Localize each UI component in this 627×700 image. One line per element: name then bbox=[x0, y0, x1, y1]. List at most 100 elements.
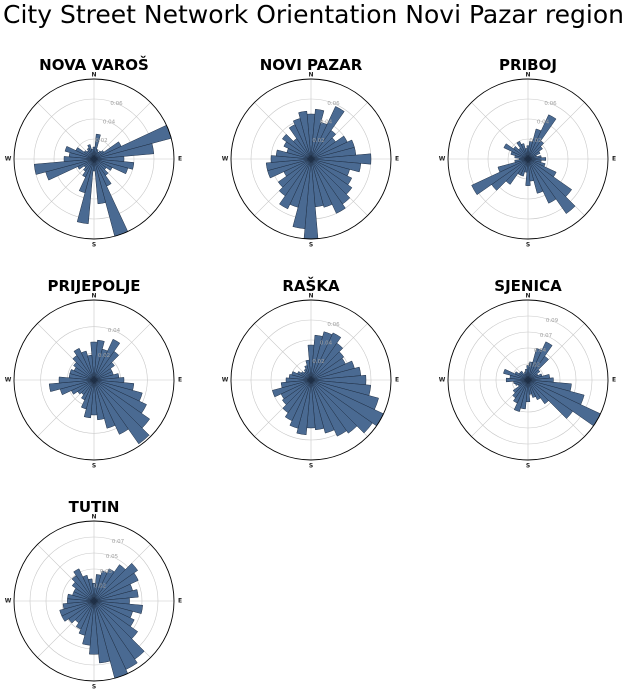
radial-tick-label: 0.09 bbox=[546, 318, 559, 324]
chart-title: NOVI PAZAR bbox=[260, 56, 363, 74]
radial-tick-label: 0.06 bbox=[327, 322, 340, 328]
orientation-bar bbox=[93, 379, 150, 445]
compass-label-s: S bbox=[92, 242, 96, 249]
orientation-bar bbox=[93, 350, 120, 381]
orientation-bar bbox=[289, 379, 312, 429]
orientation-bar bbox=[310, 129, 337, 160]
orientation-bar bbox=[524, 368, 529, 381]
chart-title: RAŠKA bbox=[282, 276, 340, 295]
polar-chart-1: NOVA VAROŠ 0.02 0.04 0.06 N E S W bbox=[5, 55, 182, 249]
polar-chart-7: TUTIN 0.02 0.03 0.05 0.07 N E S W bbox=[5, 498, 182, 691]
orientation-bar bbox=[520, 143, 529, 160]
orientation-bar bbox=[527, 379, 541, 401]
polar-chart-6: SJENICA 0.02 0.04 0.07 0.09 N E S W bbox=[439, 277, 616, 470]
orientation-bar bbox=[525, 158, 531, 186]
compass-label-s: S bbox=[526, 463, 530, 470]
radial-tick-label: 0.07 bbox=[112, 539, 125, 545]
orientation-bar bbox=[284, 379, 312, 422]
orientation-bar bbox=[278, 158, 312, 197]
radial-tick-label: 0.04 bbox=[534, 348, 547, 354]
orientation-bar bbox=[310, 153, 372, 165]
outer-circle bbox=[230, 299, 392, 461]
orientation-bar bbox=[310, 379, 335, 434]
orientation-bar bbox=[82, 574, 95, 602]
compass-label-w: W bbox=[439, 377, 446, 384]
orientation-bar bbox=[89, 600, 99, 655]
orientation-bar bbox=[93, 600, 111, 664]
orientation-bar bbox=[265, 158, 312, 171]
compass-label-n: N bbox=[91, 72, 96, 79]
compass-label-s: S bbox=[309, 463, 313, 470]
grid-spoke bbox=[37, 102, 95, 160]
orientation-bar bbox=[527, 341, 553, 381]
grid-spoke bbox=[471, 323, 529, 381]
orientation-bar bbox=[527, 151, 541, 160]
orientation-bar bbox=[516, 140, 529, 160]
compass-label-n: N bbox=[525, 293, 530, 300]
radial-tick-label: 0.04 bbox=[320, 119, 333, 125]
orientation-bar bbox=[93, 572, 139, 602]
orientation-bar bbox=[93, 158, 106, 205]
orientation-bar bbox=[93, 562, 139, 602]
orientation-bar bbox=[310, 351, 345, 381]
orientation-bar bbox=[83, 158, 95, 172]
compass-label-e: E bbox=[178, 156, 182, 163]
orientation-bar bbox=[93, 379, 105, 421]
orientation-bar bbox=[310, 342, 344, 381]
orientation-bar bbox=[33, 158, 95, 175]
orientation-bar bbox=[527, 140, 545, 160]
chart-title: PRIJEPOLJE bbox=[47, 277, 140, 295]
radial-tick-label: 0.06 bbox=[327, 101, 340, 107]
orientation-bar bbox=[527, 355, 549, 381]
compass-label-n: N bbox=[525, 72, 530, 79]
orientation-bar bbox=[91, 148, 95, 160]
orientation-bar bbox=[75, 600, 95, 630]
orientation-bar bbox=[62, 600, 95, 610]
orientation-bar bbox=[513, 379, 529, 404]
orientation-bar bbox=[310, 158, 346, 214]
orientation-bar bbox=[527, 146, 543, 160]
compass-label-n: N bbox=[91, 293, 96, 300]
orientation-bar bbox=[310, 379, 358, 434]
orientation-bar bbox=[513, 146, 529, 160]
orientation-bar bbox=[471, 158, 529, 196]
orientation-bar bbox=[63, 156, 95, 162]
compass-label-e: E bbox=[612, 156, 616, 163]
orientation-bar bbox=[310, 379, 373, 434]
orientation-bar bbox=[279, 158, 312, 210]
radial-tick-label: 0.07 bbox=[540, 333, 553, 339]
orientation-bar bbox=[80, 350, 95, 381]
compass-label-s: S bbox=[309, 242, 313, 249]
radial-tick-label: 0.04 bbox=[108, 328, 121, 334]
compass-label-e: E bbox=[395, 377, 399, 384]
orientation-bar bbox=[282, 379, 312, 414]
orientation-bar bbox=[503, 143, 529, 160]
orientation-bar bbox=[93, 589, 139, 602]
polar-chart-3: PRIBOJ 0.02 0.04 0.06 N E S W bbox=[439, 56, 616, 249]
outer-circle bbox=[447, 78, 609, 240]
orientation-bar bbox=[272, 379, 312, 398]
radial-tick-label: 0.06 bbox=[544, 101, 557, 107]
orientation-bar bbox=[59, 600, 95, 617]
compass-label-w: W bbox=[5, 377, 12, 384]
orientation-bar bbox=[281, 379, 312, 406]
compass-label-n: N bbox=[91, 514, 96, 521]
orientation-bar bbox=[58, 376, 95, 384]
radial-tick-label: 0.02 bbox=[312, 359, 324, 365]
orientation-bar bbox=[73, 568, 95, 602]
radial-tick-label: 0.03 bbox=[100, 569, 113, 575]
chart-title: TUTIN bbox=[69, 498, 120, 516]
radial-tick-label: 0.04 bbox=[103, 119, 116, 125]
radial-tick-label: 0.02 bbox=[94, 584, 106, 590]
radial-tick-label: 0.02 bbox=[529, 138, 541, 144]
radial-tick-label: 0.04 bbox=[320, 340, 333, 346]
orientation-bar bbox=[280, 379, 312, 389]
compass-label-w: W bbox=[222, 377, 229, 384]
orientation-bar bbox=[281, 133, 312, 160]
orientation-bar bbox=[527, 158, 557, 204]
chart-title: SJENICA bbox=[494, 277, 562, 295]
orientation-bar bbox=[527, 158, 576, 214]
radial-tick-label: 0.02 bbox=[98, 353, 110, 359]
compass-label-w: W bbox=[5, 598, 12, 605]
